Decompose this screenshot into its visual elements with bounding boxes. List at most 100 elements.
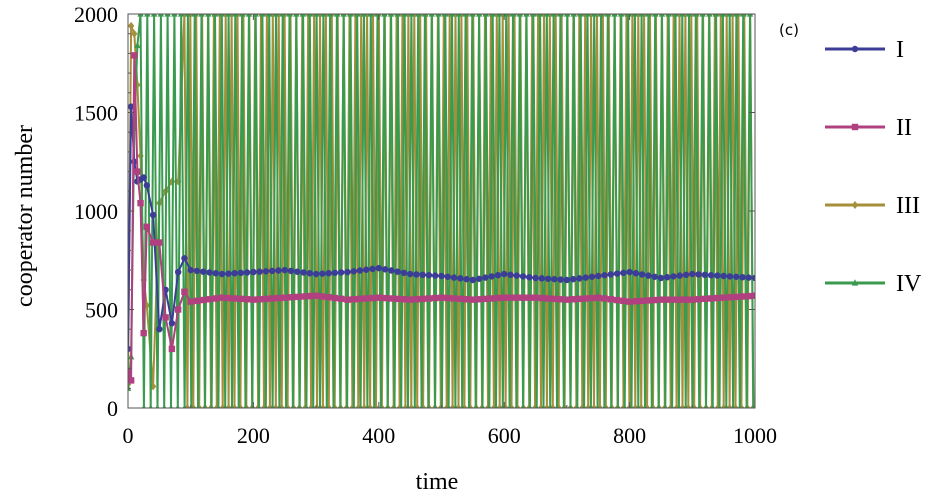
data-point-IV — [692, 14, 700, 17]
data-point-I — [218, 270, 226, 278]
data-point-II — [168, 345, 176, 353]
data-point-I — [350, 268, 357, 275]
data-point-IV — [717, 404, 722, 408]
data-point-III — [360, 404, 368, 408]
data-point-I — [356, 267, 364, 274]
data-point-I — [544, 275, 552, 282]
data-point-I — [369, 265, 376, 273]
data-point-II — [645, 297, 652, 304]
series-layer — [128, 14, 755, 408]
legend-item-I: I — [825, 37, 904, 63]
data-point-III — [225, 404, 232, 408]
data-point-IV — [223, 404, 228, 408]
data-point-II — [406, 296, 414, 303]
data-point-IV — [144, 14, 151, 17]
data-point-II — [682, 296, 690, 303]
data-point-I — [475, 275, 483, 282]
data-point-IV — [331, 404, 336, 408]
data-point-IV — [245, 14, 253, 17]
data-point-I — [394, 268, 401, 275]
data-point-IV — [252, 14, 259, 17]
data-point-II — [620, 297, 627, 305]
data-point-IV — [541, 404, 546, 408]
data-point-I — [200, 268, 207, 275]
data-point-III — [174, 177, 182, 186]
data-point-IV — [480, 404, 485, 408]
data-point-II — [720, 294, 727, 301]
data-point-IV — [482, 14, 490, 17]
data-point-I — [632, 270, 640, 277]
data-point-I — [319, 270, 326, 277]
data-point-IV — [408, 14, 415, 17]
data-point-III — [408, 404, 415, 408]
data-point-IV — [658, 14, 666, 17]
data-point-IV — [293, 14, 300, 17]
data-point-IV — [604, 14, 611, 17]
data-point-I — [613, 270, 621, 277]
data-point-IV — [618, 14, 625, 17]
data-point-IV — [645, 14, 652, 17]
data-point-IV — [182, 404, 187, 408]
data-point-I — [193, 267, 201, 275]
data-point-I — [582, 274, 589, 281]
ticks-layer: 0 200 400 600 800 1000 0 500 1000 1500 2000 — [74, 2, 777, 448]
data-point-II — [181, 288, 188, 295]
data-point-IV — [507, 404, 512, 408]
data-point-I — [174, 268, 182, 276]
legend-label: II — [896, 115, 912, 141]
data-point-IV — [719, 14, 727, 17]
data-point-IV — [236, 404, 241, 408]
data-point-IV — [442, 14, 449, 17]
data-point-IV — [557, 14, 564, 17]
data-point-IV — [414, 14, 422, 17]
data-point-IV — [297, 404, 302, 408]
data-point-IV — [528, 404, 532, 408]
data-point-IV — [672, 14, 679, 17]
data-point-I — [425, 272, 433, 279]
data-point-II — [732, 293, 740, 301]
legend-marker — [851, 45, 859, 53]
data-point-IV — [345, 404, 349, 408]
data-point-IV — [257, 404, 261, 408]
data-point-II — [657, 296, 665, 303]
series-II — [128, 52, 755, 384]
data-point-II — [651, 296, 658, 304]
data-point-I — [149, 211, 157, 219]
data-point-I — [331, 269, 339, 277]
data-point-IV — [216, 404, 221, 408]
data-point-IV — [184, 14, 192, 17]
data-point-II — [488, 295, 495, 302]
legend-marker — [851, 201, 859, 209]
data-point-I — [463, 275, 470, 283]
data-point-I — [682, 271, 690, 279]
data-point-IV — [622, 404, 627, 408]
data-point-I — [739, 273, 746, 281]
data-point-II — [482, 295, 489, 303]
data-point-IV — [530, 14, 537, 17]
data-point-IV — [365, 404, 370, 408]
data-point-II — [312, 292, 320, 299]
data-point-II — [250, 296, 257, 303]
data-point-IV — [360, 14, 368, 17]
data-point-IV — [563, 14, 571, 17]
data-point-IV — [358, 404, 363, 408]
data-point-II — [569, 296, 577, 303]
data-point-IV — [679, 14, 686, 17]
data-point-I — [438, 272, 445, 280]
data-point-II — [707, 295, 715, 302]
data-point-I — [287, 267, 295, 275]
data-point-II — [613, 296, 621, 304]
data-point-II — [218, 294, 226, 301]
data-point-IV — [453, 404, 458, 408]
data-point-IV — [338, 404, 343, 408]
panel-label: (c) — [779, 21, 799, 39]
data-point-III — [679, 404, 686, 408]
data-point-IV — [333, 14, 341, 17]
data-point-II — [526, 294, 533, 301]
data-point-II — [363, 295, 370, 302]
data-point-IV — [699, 14, 706, 17]
data-point-II — [670, 296, 677, 303]
data-point-II — [632, 298, 640, 305]
data-point-II — [174, 306, 182, 313]
data-point-IV — [548, 404, 553, 408]
